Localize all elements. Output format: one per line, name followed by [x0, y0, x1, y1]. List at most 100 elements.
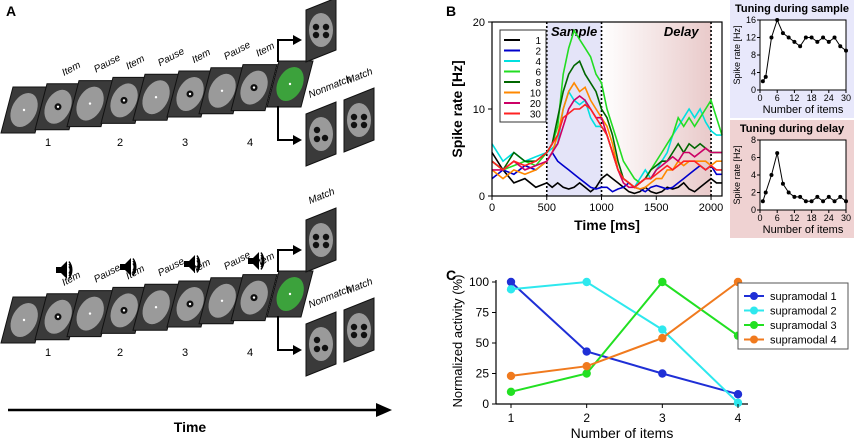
pause-label: Pause: [92, 262, 123, 285]
fixation-dot: [88, 102, 92, 105]
inset-x-tick-label-12: 12: [789, 93, 799, 103]
bottom-match-card: Match: [343, 66, 375, 153]
match-card-label: Match: [345, 66, 375, 87]
inset-y-tick-label-4: 4: [751, 68, 756, 78]
fixation-dot: [188, 302, 192, 306]
match-card-dot: [321, 134, 329, 142]
inset-point: [786, 35, 791, 40]
item-number-3: 3: [182, 347, 188, 359]
legend-label-1: 1: [535, 36, 541, 47]
inset-point: [792, 39, 797, 44]
inset-x-tick-label-0: 0: [757, 213, 762, 223]
inset-point: [769, 35, 774, 40]
inset-x-tick-label-30: 30: [841, 213, 851, 223]
arrow-to-nonmatch-head: [293, 135, 302, 145]
inset-point: [760, 79, 765, 84]
speaker-wave: [196, 255, 201, 273]
inset-point: [821, 35, 826, 40]
item-label: Item: [254, 41, 276, 60]
inset-y-tick-label-16: 16: [746, 15, 756, 25]
y-axis-label: Normalized activity (%): [450, 275, 465, 408]
match-card-dot: [322, 241, 330, 249]
inset-point: [838, 194, 843, 199]
x-axis-label: Time [ms]: [574, 217, 640, 233]
match-card-dot: [322, 23, 330, 31]
match-card-dot: [360, 121, 368, 129]
panel-a-task-schematic: A ItemPauseItemPauseItemPauseItem1234Mat…: [0, 0, 392, 435]
y-axis-label: Spike rate [Hz]: [449, 60, 465, 157]
panel-a-letter: A: [6, 3, 16, 19]
inset-line: [762, 152, 847, 202]
series-point: [582, 347, 591, 356]
arrow-to-match: [277, 249, 296, 272]
inset-point: [838, 44, 843, 49]
match-card-disc: [347, 313, 371, 347]
x-tick-label-3: 3: [659, 411, 666, 425]
inset-y-tick-label-0: 0: [751, 205, 756, 215]
y-tick-label-100: 100: [469, 275, 489, 289]
sequence-card: [34, 83, 82, 131]
inset-point: [815, 39, 820, 44]
speaker-wave: [132, 262, 135, 272]
match-card-dot: [313, 345, 321, 353]
inset-point: [826, 39, 831, 44]
x-tick-label-1000: 1000: [589, 202, 613, 214]
inset-point: [792, 194, 797, 199]
inset-point: [844, 199, 848, 204]
series-point: [506, 371, 516, 381]
item-label: Item: [60, 60, 82, 79]
panel-b-letter: B: [446, 3, 456, 19]
sequence-card: [132, 283, 180, 331]
match-card-dot: [350, 331, 358, 339]
fixation-dot: [122, 309, 126, 312]
speaker-icon: [184, 255, 201, 273]
legend-label-4: 4: [535, 57, 541, 68]
inset-point: [763, 190, 768, 195]
inset-line: [762, 18, 847, 82]
legend-label-supramodal-4: supramodal 4: [770, 335, 837, 347]
match-card-disc: [309, 117, 333, 151]
y-tick-label-50: 50: [476, 336, 490, 350]
match-card-dot: [312, 23, 320, 31]
series-line-30: [491, 103, 722, 189]
series-point: [733, 398, 743, 407]
series-point: [733, 390, 743, 399]
speaker-icon: [120, 258, 137, 276]
inset-x-tick-label-12: 12: [789, 213, 799, 223]
inset-x-tick-label-24: 24: [824, 213, 834, 223]
arrow-to-nonmatch-head: [293, 345, 302, 355]
speaker-wave: [196, 259, 199, 269]
inset-point: [780, 31, 785, 36]
speaker-body: [248, 252, 259, 270]
delay-annotation: Delay: [664, 24, 699, 39]
inset-title: Tuning during delay: [740, 123, 845, 135]
inset-point: [809, 199, 814, 204]
pause-label: Pause: [92, 52, 123, 75]
match-card-dot: [312, 31, 320, 39]
series-line-supramodal-1: [510, 281, 739, 396]
legend-label-supramodal-3: supramodal 3: [770, 320, 837, 332]
inset-frame: [759, 19, 847, 91]
fixation-dot: [220, 89, 224, 93]
match-card-dot: [313, 135, 321, 143]
pause-label: Pause: [222, 39, 253, 62]
legend-label-30: 30: [530, 110, 542, 121]
inset-point: [775, 151, 780, 156]
item-number-1: 1: [45, 137, 51, 149]
x-axis-label: Number of items: [571, 425, 674, 441]
y-tick-label-25: 25: [476, 367, 490, 381]
inset-point: [798, 194, 803, 199]
inset-point: [769, 173, 774, 177]
inset-point: [844, 48, 848, 53]
match-card-dot: [312, 233, 320, 241]
fixation-dot: [188, 92, 192, 96]
fixation-dot: [154, 306, 158, 309]
fixation-dot: [288, 82, 292, 86]
legend-box: [499, 29, 547, 123]
match-card-dot: [350, 113, 358, 121]
inset-title: Tuning during sample: [735, 3, 849, 15]
match-card-disc: [347, 103, 371, 137]
time-arrow-head: [376, 403, 392, 417]
